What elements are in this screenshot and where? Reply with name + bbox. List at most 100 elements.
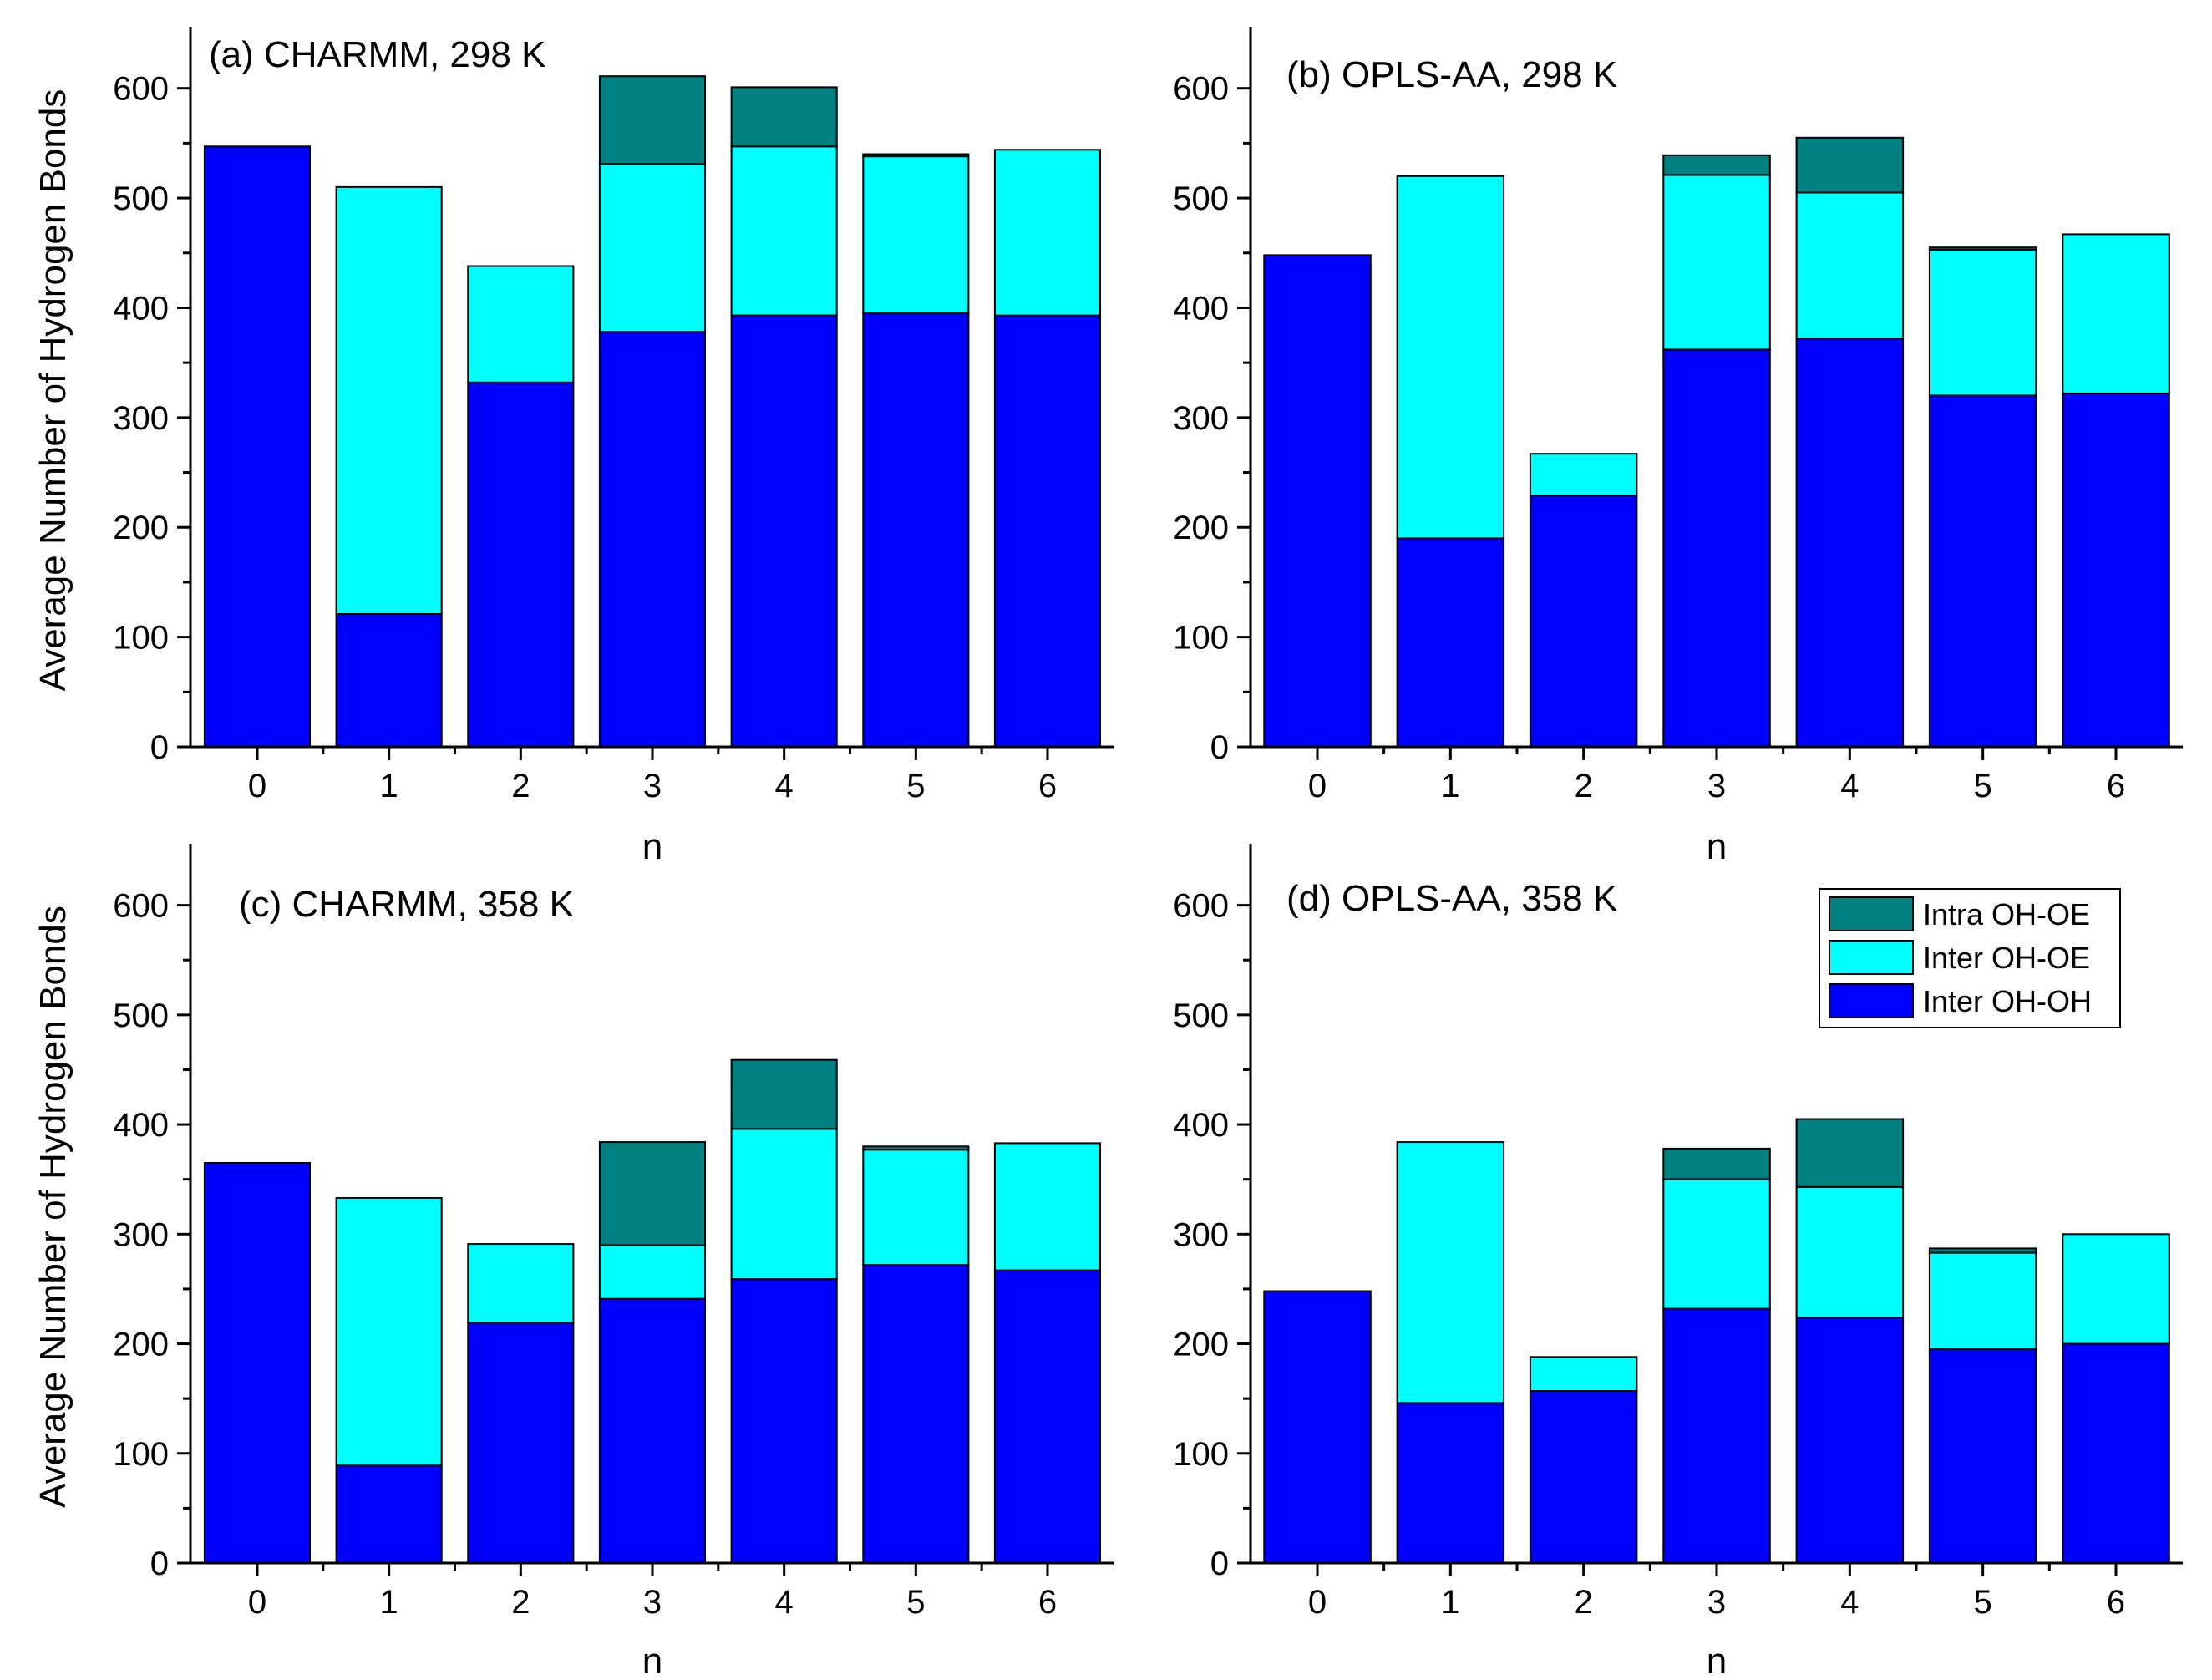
bar-intra-oh-oe-n4 (730, 1058, 838, 1130)
panel-title: (c) CHARMM, 358 K (239, 884, 574, 925)
bar-inter-oh-oh-n4 (730, 314, 838, 748)
y-tick-label: 0 (1210, 1545, 1229, 1582)
bar-inter-oh-oh-n6 (2062, 392, 2170, 748)
x-tick-label-n6: 6 (2107, 768, 2125, 804)
bar-inter-oh-oe-n2 (467, 265, 575, 383)
x-tick-label-n4: 4 (775, 1584, 794, 1621)
x-tick-label-n0: 0 (248, 768, 266, 804)
bar-inter-oh-oe-n5 (862, 155, 970, 315)
bar-inter-oh-oe-n1 (1396, 1141, 1505, 1404)
legend-swatch-inter-oh-oh (1829, 983, 1914, 1018)
x-tick-label-n6: 6 (1038, 768, 1057, 804)
panel-title: (b) OPLS-AA, 298 K (1286, 54, 1617, 95)
bar-inter-oh-oe-n3 (598, 163, 707, 333)
bar-inter-oh-oe-n3 (1662, 1178, 1771, 1310)
x-axis-title: n (1707, 1641, 1727, 1680)
bar-intra-oh-oe-n5 (1928, 1247, 2037, 1254)
panel-title: (d) OPLS-AA, 358 K (1286, 878, 1617, 919)
bar-inter-oh-oe-n1 (335, 185, 443, 615)
bar-inter-oh-oh-n1 (335, 1464, 443, 1564)
y-tick-label: 400 (113, 1107, 169, 1144)
y-tick-label: 500 (113, 997, 169, 1034)
bar-inter-oh-oe-n1 (1396, 175, 1505, 540)
x-tick-label-n5: 5 (1974, 768, 1992, 804)
y-tick-label: 100 (1173, 620, 1229, 657)
x-axis-title: n (1707, 826, 1727, 867)
bar-inter-oh-oh-n5 (862, 1264, 970, 1564)
x-tick-label-n1: 1 (380, 1584, 398, 1621)
bar-inter-oh-oh-n3 (1662, 348, 1771, 748)
bar-inter-oh-oh-n2 (1529, 495, 1638, 748)
bar-inter-oh-oe-n5 (1928, 248, 2037, 397)
bar-intra-oh-oe-n3 (598, 1141, 707, 1246)
x-axis-title: n (642, 1641, 662, 1680)
x-tick-label-n0: 0 (248, 1584, 266, 1621)
y-tick-label: 0 (150, 1545, 169, 1582)
y-tick-label: 500 (1173, 997, 1229, 1034)
x-tick-label-n0: 0 (1308, 768, 1327, 804)
y-tick-label: 300 (113, 400, 169, 437)
y-tick-label: 300 (113, 1216, 169, 1253)
bar-inter-oh-oh-n0 (1263, 1290, 1372, 1564)
bar-inter-oh-oh-n6 (993, 1269, 1102, 1564)
x-tick-label-n5: 5 (906, 1584, 925, 1621)
x-tick-label-n3: 3 (1707, 1584, 1726, 1621)
bar-inter-oh-oe-n4 (730, 1128, 838, 1281)
x-axis-title: n (642, 826, 662, 867)
x-tick-label-n2: 2 (511, 1584, 530, 1621)
bar-inter-oh-oe-n2 (1529, 453, 1638, 497)
bar-intra-oh-oe-n3 (598, 75, 707, 165)
bar-inter-oh-oh-n3 (1662, 1307, 1771, 1564)
bar-inter-oh-oh-n2 (1529, 1390, 1638, 1564)
x-tick-label-n3: 3 (643, 768, 662, 804)
y-axis-title: Average Number of Hydrogen Bonds (33, 89, 74, 692)
y-tick-label: 100 (113, 620, 169, 657)
panel-a-charmm-298k: 0 100 200 300 400 500 600 0 1 2 3 4 5 6 (a) CHARMM, 29… (33, 27, 1114, 867)
y-tick-label: 400 (113, 290, 169, 327)
y-tick-label: 500 (1173, 180, 1229, 217)
y-tick-label: 0 (1210, 729, 1229, 766)
bar-intra-oh-oe-n3 (1662, 1147, 1771, 1180)
x-tick-label-n4: 4 (1840, 768, 1859, 804)
bar-inter-oh-oh-n4 (1795, 338, 1905, 748)
bar-intra-oh-oe-n5 (1928, 246, 2037, 251)
y-tick-label: 200 (1173, 510, 1229, 546)
bar-inter-oh-oh-n2 (467, 381, 575, 748)
x-tick-label-n1: 1 (1441, 1584, 1459, 1621)
legend-label-intra-oh-oe: Intra OH-OE (1923, 897, 2090, 931)
panel-b-oplsaa-298k: 0 100 200 300 400 500 600 0 1 2 3 4 5 6 (b) OPLS-AA, 2… (1173, 27, 2183, 867)
x-tick-label-n0: 0 (1308, 1584, 1327, 1621)
bar-inter-oh-oe-n6 (2062, 233, 2170, 394)
y-tick-label: 100 (1173, 1436, 1229, 1473)
x-tick-label-n6: 6 (1038, 1584, 1057, 1621)
legend: Intra OH-OE Inter OH-OE Inter OH-OH (1819, 888, 2121, 1028)
bar-intra-oh-oe-n5 (862, 1145, 970, 1151)
legend-swatch-inter-oh-oe (1829, 940, 1914, 975)
panel-title: (a) CHARMM, 298 K (209, 34, 545, 75)
y-tick-label: 600 (1173, 71, 1229, 108)
bar-inter-oh-oh-n1 (1396, 1402, 1505, 1565)
x-tick-label-n1: 1 (1441, 768, 1459, 804)
x-tick-label-n2: 2 (1575, 768, 1593, 804)
bar-inter-oh-oh-n1 (335, 613, 443, 748)
y-tick-label: 600 (1173, 888, 1229, 925)
bar-inter-oh-oe-n6 (993, 1142, 1102, 1271)
y-tick-label: 0 (150, 729, 169, 766)
panel-d-oplsaa-358k: 0 100 200 300 400 500 600 0 1 2 3 4 5 6 (d) OPLS-AA, 3… (1173, 844, 2183, 1680)
bar-inter-oh-oh-n4 (1795, 1317, 1905, 1564)
x-tick-label-n4: 4 (775, 768, 794, 804)
bar-intra-oh-oe-n3 (1662, 154, 1771, 176)
x-tick-label-n5: 5 (906, 768, 925, 804)
y-tick-label: 600 (113, 888, 169, 925)
bar-intra-oh-oe-n4 (1795, 1118, 1905, 1188)
bar-inter-oh-oh-n3 (598, 331, 707, 748)
y-tick-label: 200 (113, 1327, 169, 1363)
bar-inter-oh-oh-n0 (203, 1162, 311, 1564)
legend-label-inter-oh-oe: Inter OH-OE (1923, 941, 2090, 975)
bar-inter-oh-oe-n5 (862, 1149, 970, 1266)
y-tick-label: 100 (113, 1436, 169, 1473)
bar-inter-oh-oh-n0 (1263, 254, 1372, 748)
y-tick-label: 300 (1173, 400, 1229, 437)
bar-inter-oh-oe-n6 (2062, 1233, 2170, 1345)
